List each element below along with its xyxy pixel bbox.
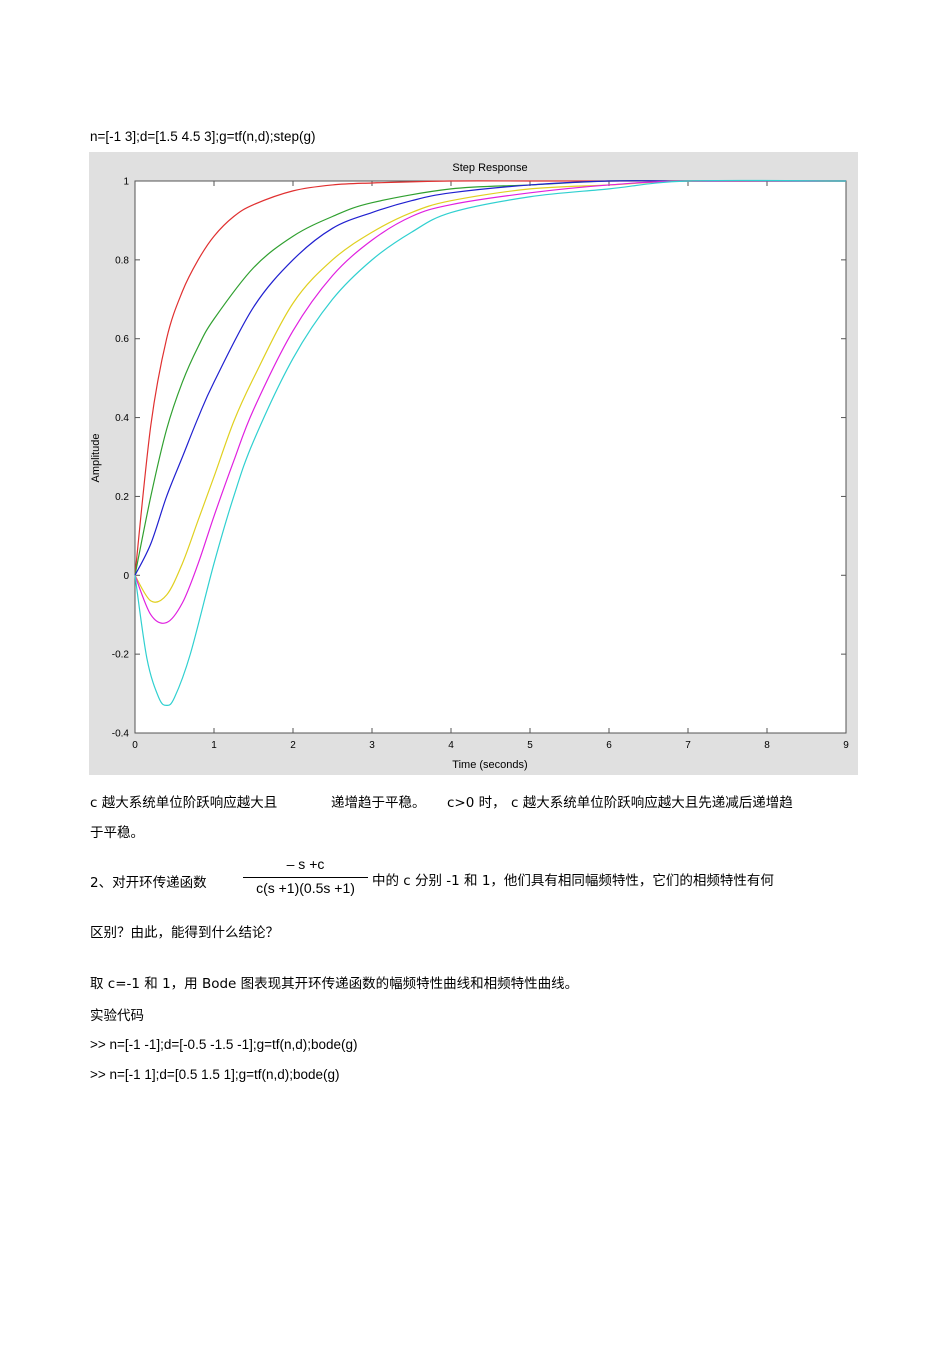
y-tick-label: 1	[123, 177, 129, 188]
x-tick-label: 3	[369, 740, 375, 751]
x-tick-label: 2	[290, 740, 296, 751]
code-line-bode-2: >> n=[-1 1];d=[0.5 1.5 1];g=tf(n,d);bode…	[90, 1067, 340, 1082]
para1-part-d: c 越大系统单位阶跃响应越大且先递减后递增趋	[511, 795, 793, 811]
step-response-figure: Step Response Time (seconds) Amplitude 0…	[89, 152, 858, 775]
series-line-1	[134, 180, 846, 576]
question-2-lead: 2、对开环传递函数	[90, 875, 207, 891]
transfer-function-fraction: – s +c c(s +1)(0.5s +1)	[243, 856, 368, 896]
x-tick-label: 0	[132, 740, 138, 751]
y-tick-label: 0.8	[115, 255, 129, 266]
para1-part-b: 递增趋于平稳。	[331, 795, 426, 811]
x-tick-label: 6	[606, 740, 612, 751]
code-heading: 实验代码	[90, 1008, 144, 1024]
x-tick-label: 4	[448, 740, 454, 751]
y-tick-label: -0.2	[112, 650, 130, 661]
y-tick-label: 0.2	[115, 492, 129, 503]
para1-part-c: c>0 时，	[447, 795, 506, 811]
answer-line: 取 c=-1 和 1，用 Bode 图表现其开环传递函数的幅频特性曲线和相频特性…	[90, 976, 579, 992]
para1-part-e: 于平稳。	[90, 825, 144, 841]
x-tick-label: 1	[211, 740, 217, 751]
fraction-bar	[243, 877, 368, 878]
y-tick-label: 0.6	[115, 334, 129, 345]
x-tick-label: 5	[527, 740, 533, 751]
series-line-6	[134, 179, 847, 707]
code-line-step: n=[-1 3];d=[1.5 4.5 3];g=tf(n,d);step(g)	[90, 129, 316, 144]
x-axis-label: Time (seconds)	[452, 759, 527, 771]
x-tick-label: 9	[843, 740, 849, 751]
question-2-line2: 区别？由此，能得到什么结论？	[90, 925, 279, 941]
y-axis-label: Amplitude	[90, 434, 102, 483]
series-line-3	[134, 180, 846, 576]
step-response-chart: Step Response Time (seconds) Amplitude 0…	[90, 162, 849, 771]
y-tick-label: 0.4	[115, 413, 129, 424]
x-tick-label: 8	[764, 740, 770, 751]
plot-area	[134, 180, 847, 734]
x-tick-label: 7	[685, 740, 691, 751]
fraction-numerator: – s +c	[286, 856, 325, 872]
y-tick-label: -0.4	[112, 729, 130, 740]
y-tick-label: 0	[123, 571, 129, 582]
code-line-bode-1: >> n=[-1 -1];d=[-0.5 -1.5 -1];g=tf(n,d);…	[90, 1037, 358, 1052]
para1-part-a: c 越大系统单位阶跃响应越大且	[90, 795, 278, 811]
chart-title: Step Response	[452, 162, 527, 174]
series-line-5	[134, 180, 847, 624]
fraction-denominator: c(s +1)(0.5s +1)	[256, 880, 355, 896]
question-2-rest: 中的 c 分别 -1 和 1，他们具有相同幅频特性，它们的相频特性有何	[372, 873, 774, 889]
